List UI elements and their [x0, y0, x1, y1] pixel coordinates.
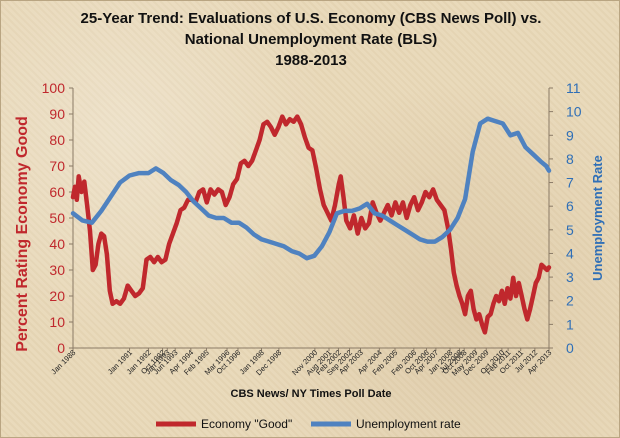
- right-tick-label: 1: [566, 316, 574, 332]
- legend: Economy "Good" Unemployment rate: [156, 417, 461, 431]
- chart-title: 25-Year Trend: Evaluations of U.S. Econo…: [81, 10, 542, 69]
- left-tick-label: 90: [49, 106, 65, 122]
- left-tick-label: 0: [57, 340, 65, 356]
- legend-label-economy-good: Economy "Good": [201, 417, 292, 431]
- right-tick-label: 11: [566, 80, 581, 96]
- title-line-2: National Unemployment Rate (BLS): [185, 31, 438, 48]
- right-tick-label: 10: [566, 104, 582, 120]
- right-tick-label: 3: [566, 269, 574, 285]
- left-tick-label: 10: [49, 314, 65, 330]
- right-tick-label: 9: [566, 127, 574, 143]
- right-tick-label: 2: [566, 293, 574, 309]
- right-tick-label: 0: [566, 340, 574, 356]
- left-axis-ticks: 0 10 20 30 40 50 60 70 80 90 100: [42, 80, 73, 356]
- series-lines: [70, 114, 552, 335]
- left-tick-label: 80: [49, 132, 65, 148]
- right-tick-label: 7: [566, 175, 574, 191]
- title-line-3: 1988-2013: [275, 52, 347, 69]
- title-line-1: 25-Year Trend: Evaluations of U.S. Econo…: [81, 10, 542, 27]
- left-tick-label: 20: [49, 288, 65, 304]
- x-axis-label: CBS News/ NY Times Poll Date: [231, 388, 392, 400]
- right-tick-label: 5: [566, 222, 574, 238]
- left-axis-label: Percent Rating Economy Good: [14, 116, 31, 352]
- right-axis-label: Unemployment Rate: [590, 155, 605, 281]
- legend-label-unemployment-rate: Unemployment rate: [356, 417, 461, 431]
- left-tick-label: 100: [42, 80, 66, 96]
- series-line-unemployment-rate: [70, 116, 552, 261]
- left-tick-label: 40: [49, 236, 65, 252]
- series-line-economy-good: [70, 114, 552, 335]
- left-tick-label: 50: [49, 210, 65, 226]
- left-tick-label: 60: [49, 184, 65, 200]
- right-tick-label: 6: [566, 198, 574, 214]
- left-tick-label: 70: [49, 158, 65, 174]
- right-axis-ticks: 0 1 2 3 4 5 6 7 8 9 10 11: [549, 80, 582, 356]
- right-tick-label: 4: [566, 245, 574, 261]
- left-tick-label: 30: [49, 262, 65, 278]
- right-tick-label: 8: [566, 151, 574, 167]
